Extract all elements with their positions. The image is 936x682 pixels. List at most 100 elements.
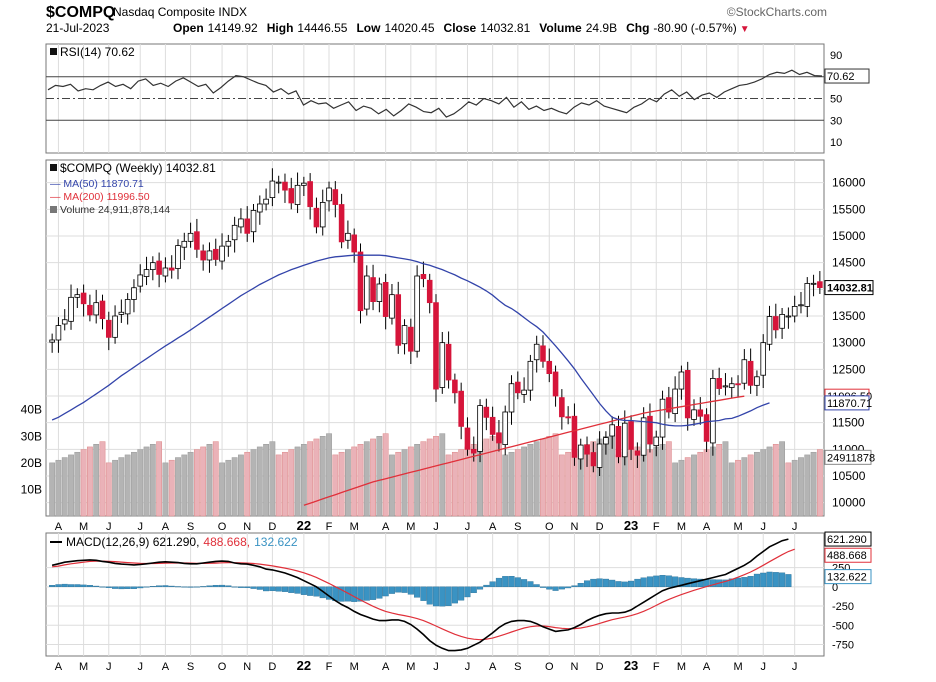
close-current-value: 14032.81 — [827, 283, 873, 295]
rsi-legend-icon — [50, 48, 57, 55]
macd-histogram-bar — [735, 577, 742, 588]
candle-body — [684, 369, 691, 419]
volume-bar — [420, 441, 427, 517]
rsi-y-tick-label: 30 — [830, 115, 842, 127]
price-x-tick-label: A — [162, 521, 170, 533]
candle-body — [131, 287, 137, 300]
macd-histogram-bar — [753, 573, 760, 588]
candle-body — [615, 425, 622, 458]
volume-bar — [728, 462, 735, 517]
candle-body — [496, 432, 502, 444]
macd-histogram-bar — [294, 586, 301, 594]
volume-bar — [326, 433, 332, 517]
macd-histogram-bar — [237, 586, 244, 588]
volume-bar — [250, 449, 257, 517]
macd-histogram-bar — [779, 572, 786, 588]
macd-histogram-bar — [168, 585, 175, 588]
candle-body — [804, 283, 811, 307]
price-y-tick-label: 11500 — [832, 416, 865, 430]
candle-body — [376, 283, 383, 303]
volume-bar — [395, 451, 402, 517]
candle-body — [546, 360, 553, 375]
price-x-tick-label: S — [514, 521, 521, 533]
price-x-tick-label: M — [79, 521, 88, 533]
macd-histogram-bar — [99, 586, 106, 588]
candle-body — [137, 274, 144, 287]
macd-histogram-bar — [565, 586, 572, 589]
macd-histogram-bar — [722, 579, 729, 588]
macd-histogram-bar — [181, 586, 188, 588]
volume-bar — [370, 438, 376, 517]
macd-histogram-bar — [263, 586, 270, 592]
candle-body — [666, 397, 672, 413]
candle-body — [773, 316, 779, 331]
macd-histogram-bar — [55, 584, 62, 588]
macd-histogram-bar — [741, 577, 748, 588]
macd-histogram-bar — [640, 577, 647, 588]
volume-bar — [168, 459, 175, 517]
volume-bar — [709, 446, 716, 517]
candle-body — [571, 415, 578, 458]
candle-body — [112, 315, 118, 338]
macd-histogram-bar — [539, 586, 547, 588]
volume-bar — [791, 459, 798, 517]
candle-body — [294, 184, 301, 205]
price-x-tick-label: A — [489, 521, 497, 533]
macd-x-tick-label: J — [106, 661, 112, 673]
candle-body — [659, 398, 666, 438]
volume-bar — [747, 454, 754, 517]
macd-histogram-bar — [357, 586, 364, 602]
volume-bar — [684, 457, 691, 517]
macd-x-tick-label: N — [570, 661, 578, 673]
rsi-current-value-box — [824, 68, 870, 84]
macd-histogram-bar — [206, 585, 213, 588]
macd-x-tick-label: M — [733, 661, 742, 673]
candle-body — [61, 319, 68, 325]
candle-body — [735, 383, 741, 386]
volume-bar — [502, 454, 509, 517]
macd-histogram-bar — [483, 584, 490, 588]
candle-body — [596, 443, 603, 468]
candle-body — [710, 377, 716, 444]
quote-value: 24.9B — [586, 21, 617, 35]
macd-x-tick-label: A — [703, 661, 711, 673]
volume-bar — [558, 454, 565, 517]
volume-bar — [338, 451, 345, 517]
macd-x-tick-label: S — [187, 661, 194, 673]
volume-bar — [99, 441, 106, 517]
volume-bar — [175, 457, 181, 517]
candle-body — [445, 343, 452, 381]
volume-bar — [49, 462, 56, 517]
volume-bar — [351, 446, 358, 517]
volume-bar — [508, 451, 515, 517]
candle-body — [760, 342, 767, 376]
candle-body — [420, 273, 427, 280]
candle-body — [307, 181, 313, 208]
volume-bar — [697, 451, 704, 517]
macd-signal-current-value: 488.668 — [827, 550, 867, 562]
macd-histogram-bar — [338, 586, 345, 602]
price-legend: $COMPQ (Weekly) 14032.81 — MA(50) 11870.7… — [50, 161, 216, 216]
volume-bar — [118, 457, 125, 517]
macd-histogram-bar — [256, 586, 263, 590]
volume-bar — [389, 454, 395, 517]
volume-bar — [754, 451, 760, 517]
candle-body — [345, 232, 351, 241]
macd-histogram-bar — [432, 586, 440, 607]
volume-bar — [779, 441, 785, 517]
macd-histogram-bar — [760, 572, 767, 588]
macd-histogram-bar — [653, 575, 660, 588]
price-x-tick-label: S — [187, 521, 194, 533]
macd-x-tick-label: F — [653, 661, 660, 673]
candle-body — [212, 248, 219, 260]
candle-body — [219, 245, 225, 262]
macd-x-tick-label: J — [760, 661, 766, 673]
volume-bar — [124, 454, 131, 517]
candle-body — [703, 414, 710, 442]
macd-signal-current-value-box — [824, 547, 872, 563]
candle-body — [697, 409, 704, 417]
volume-bar — [716, 444, 723, 517]
macd-histogram-bar — [74, 584, 81, 588]
macd-histogram-bar — [382, 586, 389, 597]
